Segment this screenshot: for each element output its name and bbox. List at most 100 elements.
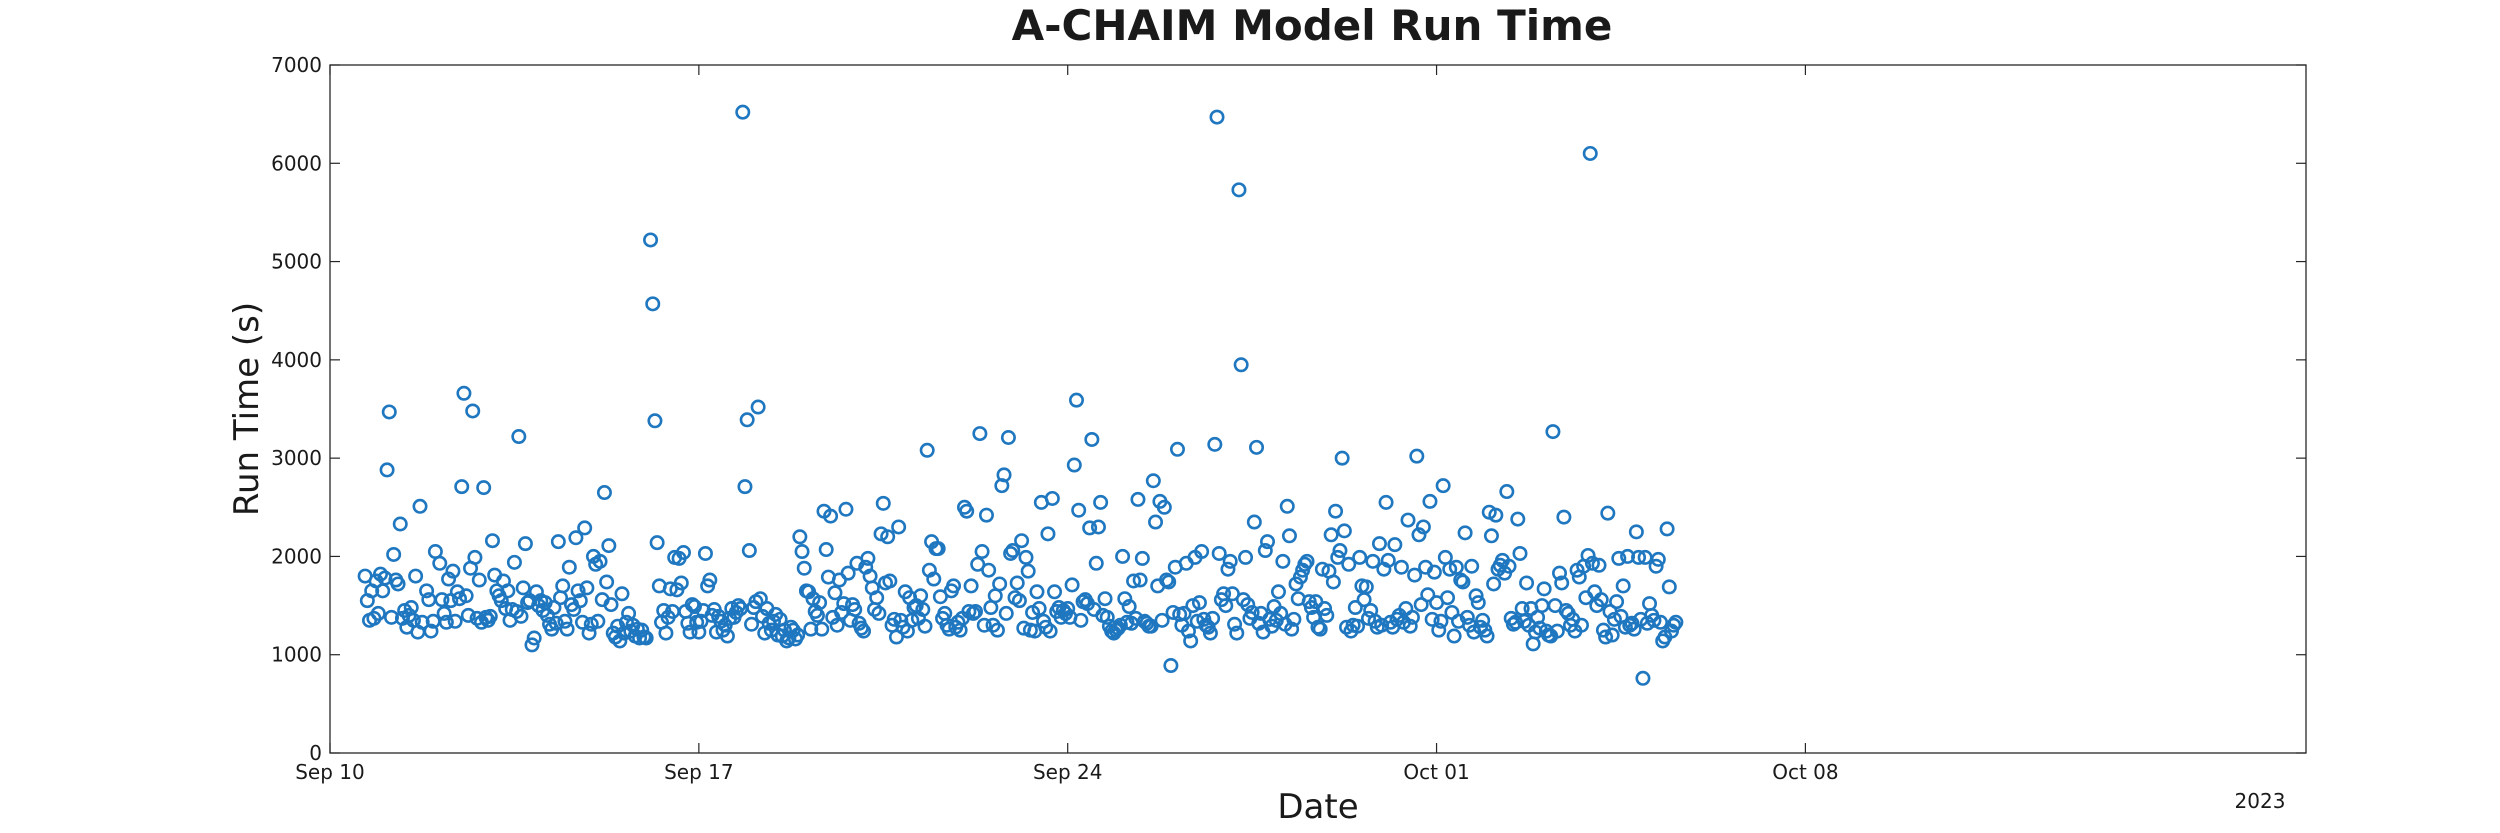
data-point <box>1661 579 1677 595</box>
data-point <box>1648 558 1664 574</box>
data-point <box>697 545 713 561</box>
data-point <box>1580 547 1596 563</box>
data-point <box>1073 612 1089 628</box>
data-point <box>381 404 397 420</box>
data-point <box>638 630 654 646</box>
data-point <box>1031 601 1047 617</box>
data-point <box>1446 628 1462 644</box>
data-point <box>1323 527 1339 543</box>
data-point <box>1549 623 1565 639</box>
data-point <box>838 501 854 517</box>
data-point <box>992 576 1008 592</box>
data-point <box>976 617 992 633</box>
data-point <box>612 633 628 649</box>
data-point <box>1093 494 1109 510</box>
data-point <box>592 553 608 569</box>
data-point <box>673 575 689 591</box>
data-point <box>1145 473 1161 489</box>
data-point <box>1626 621 1642 637</box>
y-tick-label: 2000 <box>271 544 322 568</box>
data-point <box>441 571 457 587</box>
data-point <box>465 403 481 419</box>
data-point <box>1455 574 1471 590</box>
data-point <box>447 613 463 629</box>
data-point <box>526 630 542 646</box>
data-point <box>1609 594 1625 610</box>
data-point <box>744 616 760 632</box>
data-point <box>1134 550 1150 566</box>
data-point <box>1154 612 1170 628</box>
data-point <box>1431 622 1447 638</box>
data-point <box>880 529 896 545</box>
data-point <box>1598 629 1614 645</box>
data-point <box>1312 621 1328 637</box>
data-point <box>1042 623 1058 639</box>
data-point <box>1014 533 1030 549</box>
data-point <box>1668 614 1684 630</box>
data-point <box>970 556 986 572</box>
data-point <box>603 597 619 613</box>
data-point <box>792 529 808 545</box>
data-point <box>436 605 452 621</box>
data-point <box>675 544 691 560</box>
data-point <box>882 573 898 589</box>
data-point <box>1090 519 1106 535</box>
data-point <box>1552 565 1568 581</box>
data-point <box>1420 587 1436 603</box>
data-point <box>1231 182 1247 198</box>
x-tick-label: Oct 08 <box>1772 760 1838 784</box>
data-point <box>572 593 588 609</box>
data-point <box>1207 436 1223 452</box>
data-point <box>1009 575 1025 591</box>
data-point <box>974 544 990 560</box>
data-point <box>601 538 617 554</box>
data-point <box>1422 493 1438 509</box>
data-point <box>458 588 474 604</box>
data-point <box>590 613 606 629</box>
data-series <box>357 104 1684 686</box>
data-point <box>1404 609 1420 625</box>
data-point <box>1653 614 1669 630</box>
data-point <box>647 413 663 429</box>
y-axis: 0 1000 2000 3000 4000 5000 6000 7000 <box>271 53 2306 765</box>
data-point <box>1501 558 1517 574</box>
data-point <box>1628 524 1644 540</box>
data-point <box>511 429 527 445</box>
data-point <box>524 637 540 653</box>
data-point <box>579 580 595 596</box>
data-point <box>684 597 700 613</box>
data-point <box>1284 621 1300 637</box>
data-point <box>506 554 522 570</box>
data-point <box>1440 590 1456 606</box>
data-point <box>1336 523 1352 539</box>
data-point <box>750 399 766 415</box>
data-point <box>1292 569 1308 585</box>
data-point <box>574 614 590 630</box>
plot-area-frame <box>329 64 2307 754</box>
data-point <box>484 533 500 549</box>
data-point <box>739 412 755 428</box>
data-point <box>1380 552 1396 568</box>
data-point <box>1180 623 1196 639</box>
y-tick-label: 0 <box>309 741 322 765</box>
data-point <box>796 560 812 576</box>
data-point <box>963 578 979 594</box>
data-point <box>1378 494 1394 510</box>
data-point <box>803 621 819 637</box>
data-point <box>1161 574 1177 590</box>
data-point <box>1159 572 1175 588</box>
data-point <box>1183 633 1199 649</box>
data-point <box>550 534 566 550</box>
data-point <box>1488 507 1504 523</box>
data-point <box>1556 509 1572 525</box>
data-point <box>1229 625 1245 641</box>
data-point <box>1211 545 1227 561</box>
y-tick-label: 6000 <box>271 151 322 175</box>
data-point <box>1600 505 1616 521</box>
data-point <box>649 535 665 551</box>
data-point <box>1545 424 1561 440</box>
data-point <box>392 516 408 532</box>
data-point <box>1029 584 1045 600</box>
data-point <box>1286 611 1302 627</box>
data-point <box>682 624 698 640</box>
